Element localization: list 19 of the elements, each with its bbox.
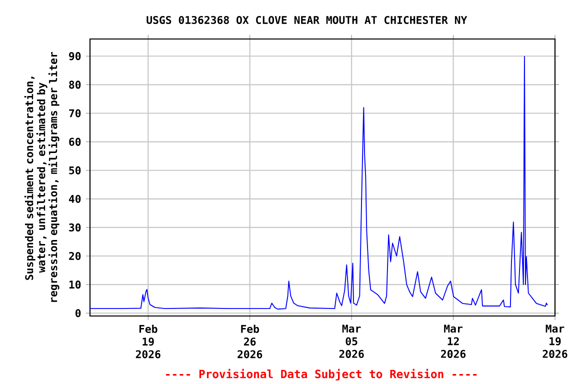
y-tick-label: 30: [69, 223, 81, 232]
y-tick-label: 20: [69, 252, 81, 260]
y-tick-label: 50: [69, 166, 81, 174]
y-tick-label: 40: [68, 194, 81, 203]
x-tick-label: Feb 26 2026: [238, 324, 262, 358]
y-tick-label: 70: [69, 109, 81, 118]
y-tick-label: 60: [69, 138, 81, 146]
x-tick-label: Mar 05 2026: [339, 324, 364, 358]
y-tick-label: 10: [69, 280, 81, 289]
x-tick-label: Mar 12 2026: [441, 324, 466, 358]
y-tick-label: 90: [69, 52, 81, 60]
y-axis-title: Suspended sediment concentration, water, unfiltered, estimated by regression equation, milligrams per liter: [24, 52, 60, 302]
chart-title: USGS 01362368 OX CLOVE NEAR MOUTH AT CHICHESTER NY: [146, 16, 468, 24]
line-series: [90, 56, 548, 310]
x-tick-label: Mar 19 2026: [542, 324, 568, 358]
y-tick-label: 0: [76, 309, 81, 318]
y-tick-label: 80: [69, 80, 81, 89]
x-tick-label: Feb 19 2026: [136, 324, 160, 358]
text: ---- Provisional Data Subject to Revision ----: [166, 368, 477, 380]
